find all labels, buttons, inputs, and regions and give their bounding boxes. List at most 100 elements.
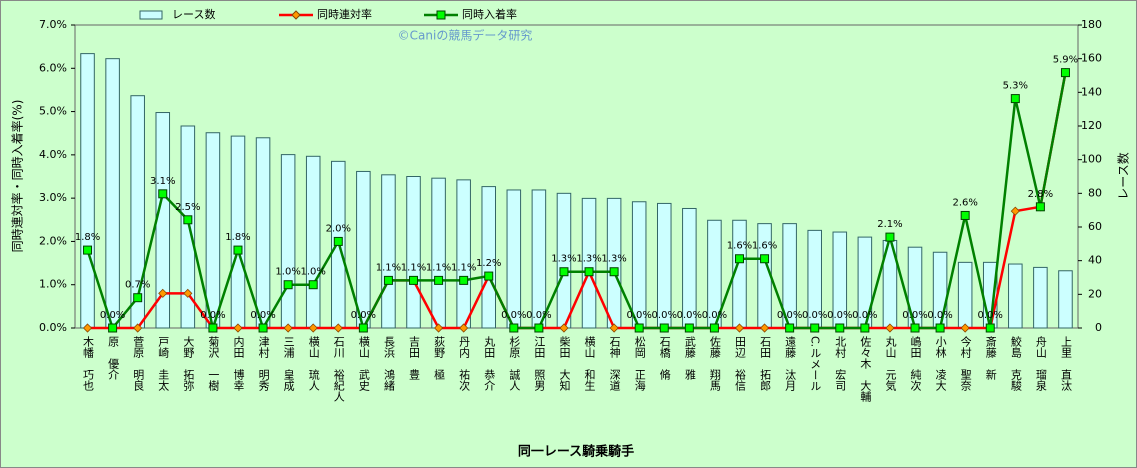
bar bbox=[1008, 263, 1023, 329]
marker bbox=[509, 323, 519, 333]
marker bbox=[208, 323, 218, 333]
y-tick-label: 5.0% bbox=[39, 105, 67, 118]
bar bbox=[581, 197, 597, 329]
data-label: 2.0% bbox=[326, 223, 351, 234]
x-tick-label: 杉原 誠人 bbox=[508, 335, 521, 391]
bar bbox=[481, 186, 497, 329]
marker bbox=[1010, 94, 1020, 104]
bar bbox=[757, 223, 772, 329]
x-tick-label: 大野 拓弥 bbox=[182, 335, 195, 392]
marker bbox=[1010, 206, 1020, 216]
data-label: 1.2% bbox=[476, 258, 501, 269]
legend-swatch bbox=[139, 10, 163, 20]
bar bbox=[280, 154, 296, 329]
data-label: 0.0% bbox=[852, 310, 877, 321]
line bbox=[87, 72, 1067, 330]
data-label: 0.0% bbox=[777, 310, 802, 321]
bar bbox=[456, 179, 471, 329]
data-label: 0.0% bbox=[702, 310, 727, 321]
data-label: 1.3% bbox=[576, 254, 601, 265]
marker bbox=[559, 267, 569, 277]
plot-area bbox=[74, 24, 1079, 329]
marker bbox=[283, 323, 293, 333]
bar bbox=[105, 58, 120, 329]
x-tick-label: 長浜 鴻緒 bbox=[382, 336, 395, 392]
data-label: 1.1% bbox=[401, 262, 426, 273]
bar bbox=[356, 170, 371, 329]
data-label: 0.0% bbox=[827, 310, 852, 321]
x-tick-label: 北村 宏司 bbox=[834, 336, 847, 391]
bar bbox=[205, 132, 221, 329]
data-label: 0.0% bbox=[802, 310, 827, 321]
marker bbox=[835, 323, 845, 333]
x-tick-label: 舟山 瑠泉 bbox=[1034, 335, 1047, 391]
marker bbox=[584, 267, 594, 277]
data-label: 0.0% bbox=[501, 310, 526, 321]
marker bbox=[534, 323, 544, 333]
x-tick-label: 鮫島 克駿 bbox=[1009, 335, 1022, 392]
marker bbox=[659, 323, 669, 333]
y-axis-title: 同時連対率・同時入着率(%) bbox=[10, 100, 25, 253]
bar bbox=[1058, 270, 1073, 329]
data-label: 2.5% bbox=[175, 202, 200, 213]
data-label: 0.0% bbox=[626, 310, 651, 321]
marker bbox=[559, 323, 569, 333]
y2-tick-label: 180 bbox=[1081, 18, 1102, 31]
marker bbox=[82, 323, 93, 333]
x-tick-label: 石橋 脩 bbox=[658, 336, 671, 381]
marker bbox=[308, 280, 318, 290]
data-label: 1.1% bbox=[451, 262, 476, 273]
marker bbox=[960, 210, 970, 220]
marker bbox=[133, 293, 143, 303]
data-label: 1.6% bbox=[752, 241, 777, 252]
bar bbox=[381, 174, 396, 329]
x-tick-label: 石神 深道 bbox=[608, 336, 621, 391]
x-tick-label: 柴田 大知 bbox=[558, 335, 571, 392]
y2-tick-label: 60 bbox=[1088, 220, 1102, 233]
x-tick-label: 田辺 裕信 bbox=[733, 336, 746, 392]
x-tick-label: C.ルメール bbox=[809, 336, 822, 391]
data-label: 2.1% bbox=[877, 219, 902, 230]
x-tick-label: 石川 裕紀人 bbox=[332, 336, 345, 402]
data-label: 0.0% bbox=[927, 310, 952, 321]
y2-tick-label: 140 bbox=[1081, 85, 1102, 98]
data-label: 1.1% bbox=[426, 262, 451, 273]
x-tick-label: 横山 琉人 bbox=[307, 335, 320, 391]
marker bbox=[484, 271, 494, 281]
marker bbox=[233, 245, 243, 255]
data-label: 0.0% bbox=[200, 310, 225, 321]
marker bbox=[383, 275, 393, 285]
x-tick-label: 荻野 極 bbox=[433, 336, 446, 380]
line bbox=[86, 72, 1067, 333]
data-label: 1.8% bbox=[225, 232, 250, 243]
marker bbox=[785, 323, 795, 333]
marker bbox=[308, 323, 318, 333]
marker bbox=[709, 323, 719, 333]
marker bbox=[133, 323, 143, 333]
x-tick-label: 菊沢 一樹 bbox=[207, 336, 220, 392]
legend-marker bbox=[291, 10, 301, 20]
y-tick-label: 0.0% bbox=[39, 321, 67, 334]
data-label: 5.9% bbox=[1053, 55, 1078, 66]
x-tick-label: 津村 明秀 bbox=[257, 336, 270, 391]
bar bbox=[406, 176, 421, 329]
x-tick-label: 吉田 豊 bbox=[408, 336, 421, 380]
legend-label: 同時連対率 bbox=[317, 7, 372, 21]
y2-axis-title: レース数 bbox=[1116, 152, 1131, 199]
x-tick-label: 木幡 巧也 bbox=[82, 336, 95, 391]
marker bbox=[233, 323, 243, 333]
x-tick-label: 武藤 雅 bbox=[683, 336, 696, 380]
marker bbox=[108, 323, 118, 333]
marker bbox=[333, 236, 343, 246]
x-axis-title: 同一レース騎乗騎手 bbox=[518, 444, 634, 460]
y2-tick-label: 80 bbox=[1088, 186, 1102, 199]
y2-tick-label: 0 bbox=[1095, 321, 1102, 334]
data-label: 0.7% bbox=[125, 280, 150, 291]
y2-tick-label: 40 bbox=[1088, 254, 1102, 267]
marker bbox=[434, 275, 444, 285]
x-tick-label: 原 優介 bbox=[107, 336, 120, 380]
x-tick-label: 小林 凌大 bbox=[934, 336, 947, 391]
x-tick-label: 菅原 明良 bbox=[132, 336, 145, 392]
marker bbox=[158, 288, 168, 298]
